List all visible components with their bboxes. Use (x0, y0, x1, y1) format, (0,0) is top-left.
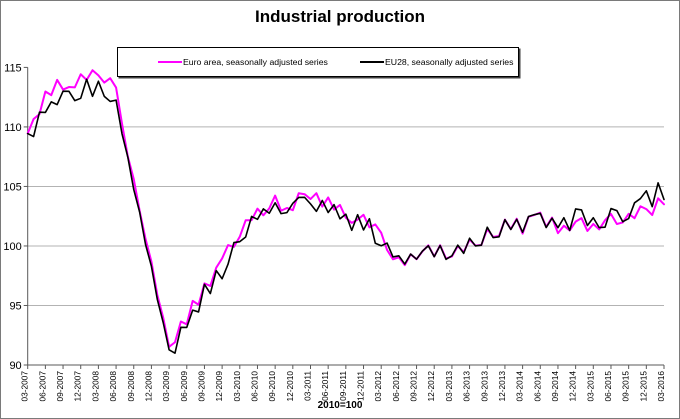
svg-text:09-2013: 09-2013 (479, 371, 489, 402)
svg-text:06-2013: 06-2013 (462, 371, 472, 402)
svg-text:06-2007: 06-2007 (37, 371, 47, 402)
svg-text:06-2012: 06-2012 (391, 371, 401, 402)
svg-text:06-2015: 06-2015 (603, 371, 613, 402)
svg-text:03-2008: 03-2008 (90, 371, 100, 402)
svg-text:12-2013: 12-2013 (497, 371, 507, 402)
svg-text:06-2008: 06-2008 (108, 371, 118, 402)
svg-text:03-2015: 03-2015 (585, 371, 595, 402)
svg-text:06-2010: 06-2010 (249, 371, 259, 402)
svg-text:06-2014: 06-2014 (532, 371, 542, 402)
svg-text:12-2014: 12-2014 (568, 371, 578, 402)
svg-text:09-2010: 09-2010 (267, 371, 277, 402)
svg-text:105: 105 (3, 181, 21, 193)
svg-text:03-2012: 03-2012 (373, 371, 383, 402)
svg-text:03-2007: 03-2007 (20, 371, 30, 402)
svg-text:03-2010: 03-2010 (232, 371, 242, 402)
svg-text:12-2011: 12-2011 (356, 371, 366, 401)
svg-text:12-2009: 12-2009 (214, 371, 224, 402)
svg-text:12-2015: 12-2015 (638, 371, 648, 402)
svg-text:100: 100 (3, 241, 21, 253)
svg-text:12-2010: 12-2010 (285, 371, 295, 402)
svg-text:09-2007: 09-2007 (55, 371, 65, 402)
svg-text:12-2008: 12-2008 (143, 371, 153, 402)
svg-text:09-2008: 09-2008 (126, 371, 136, 402)
svg-text:09-2012: 09-2012 (409, 371, 419, 402)
svg-text:06-2011: 06-2011 (320, 371, 330, 401)
svg-text:09-2009: 09-2009 (196, 371, 206, 402)
svg-text:03-2016: 03-2016 (656, 371, 666, 402)
svg-text:09-2015: 09-2015 (621, 371, 631, 402)
svg-text:90: 90 (9, 360, 21, 372)
svg-text:110: 110 (4, 122, 22, 134)
svg-text:09-2014: 09-2014 (550, 371, 560, 402)
svg-text:03-2014: 03-2014 (515, 371, 525, 402)
svg-text:06-2009: 06-2009 (179, 371, 189, 402)
svg-text:115: 115 (4, 62, 22, 74)
svg-text:03-2011: 03-2011 (303, 371, 313, 401)
svg-text:12-2007: 12-2007 (73, 371, 83, 402)
svg-text:12-2012: 12-2012 (426, 371, 436, 402)
svg-text:03-2013: 03-2013 (444, 371, 454, 402)
svg-text:95: 95 (9, 300, 21, 312)
svg-text:09-2011: 09-2011 (338, 371, 348, 401)
svg-text:03-2009: 03-2009 (161, 371, 171, 402)
